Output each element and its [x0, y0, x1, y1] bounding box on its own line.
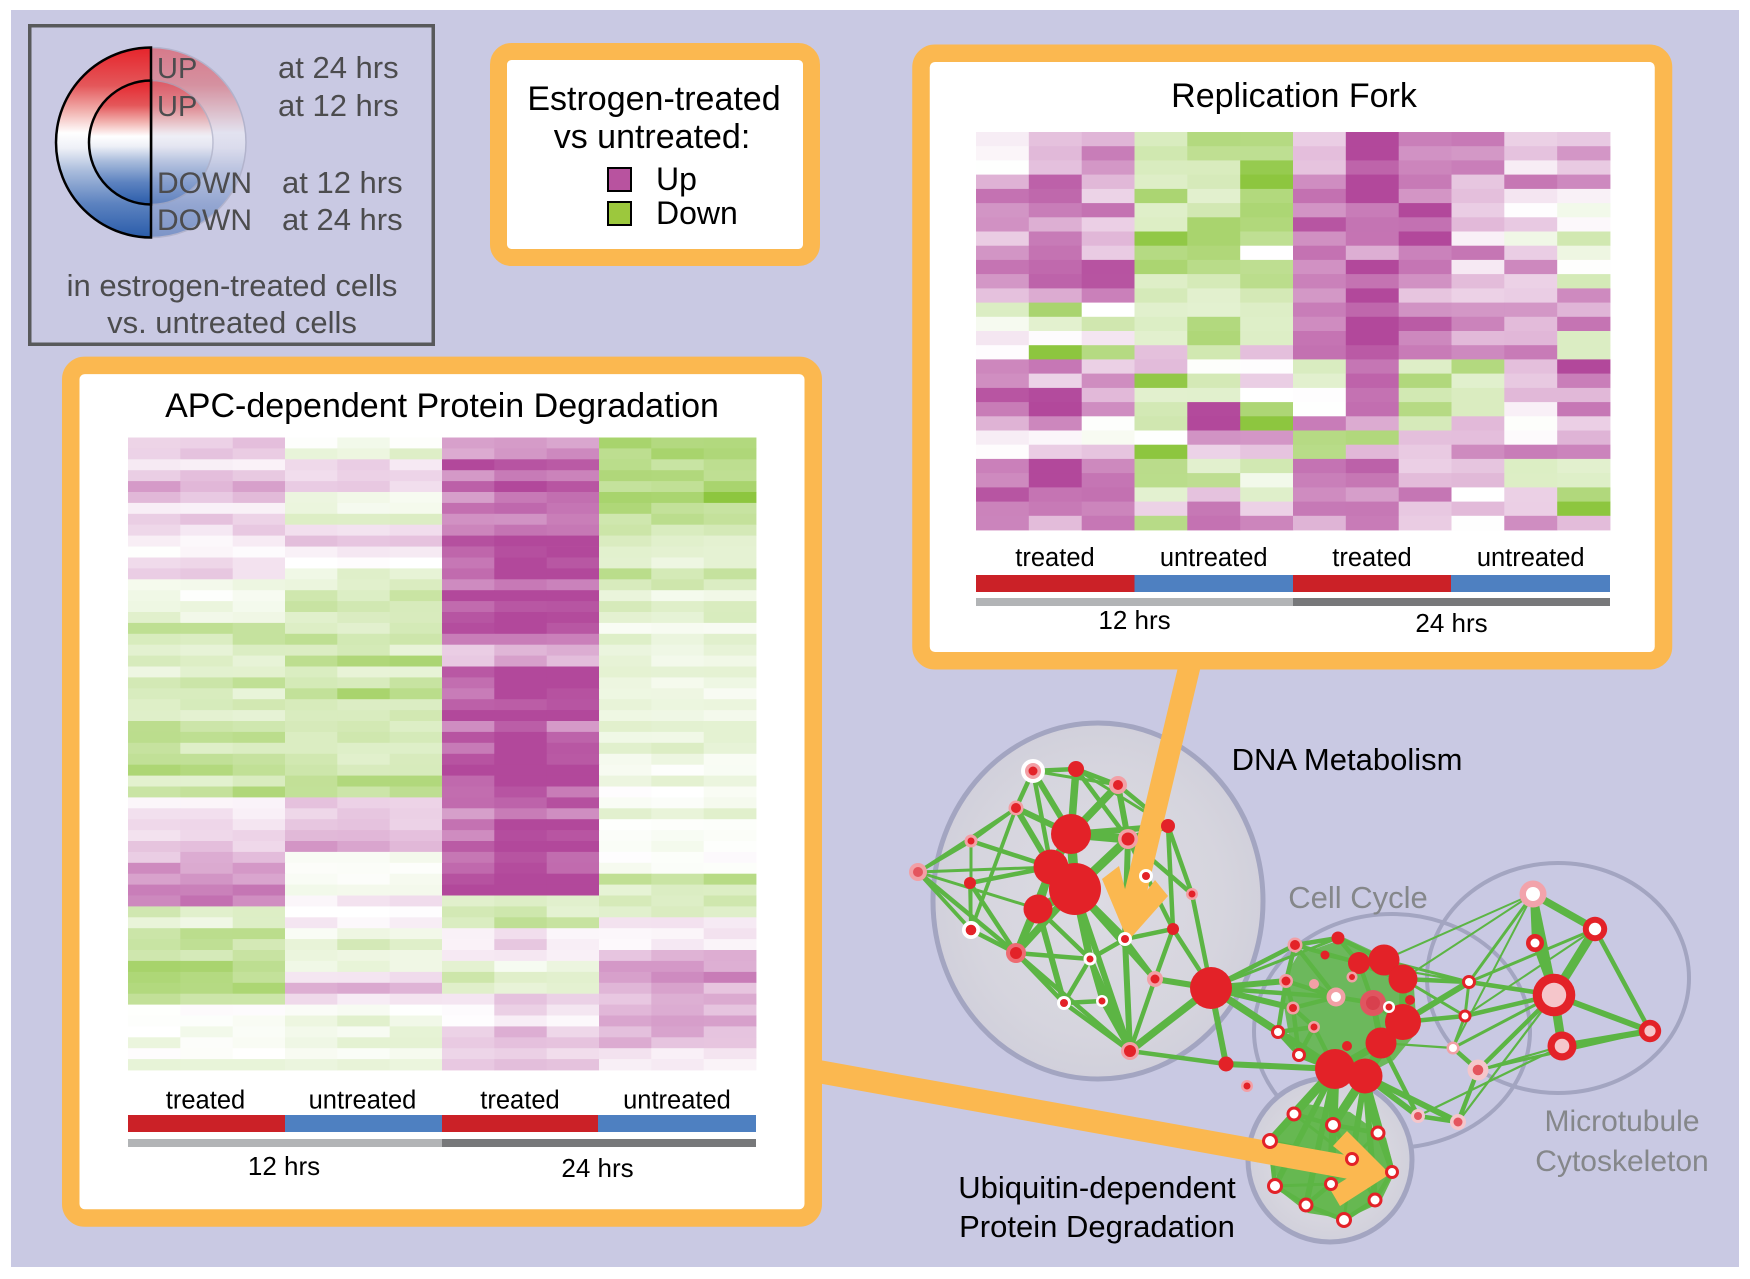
- svg-text:UP: UP: [157, 53, 197, 85]
- svg-text:Cytoskeleton: Cytoskeleton: [1535, 1145, 1708, 1178]
- svg-text:treated: treated: [1015, 544, 1094, 572]
- svg-text:Protein Degradation: Protein Degradation: [959, 1209, 1235, 1244]
- svg-text:Replication Fork: Replication Fork: [1171, 77, 1418, 115]
- svg-text:24 hrs: 24 hrs: [561, 1153, 633, 1183]
- svg-text:vs. untreated cells: vs. untreated cells: [107, 305, 357, 340]
- svg-text:Ubiquitin-dependent: Ubiquitin-dependent: [958, 1170, 1236, 1205]
- svg-text:24 hrs: 24 hrs: [1415, 608, 1487, 638]
- svg-text:DOWN: DOWN: [157, 167, 252, 200]
- svg-text:Cell Cycle: Cell Cycle: [1288, 880, 1428, 915]
- svg-text:treated: treated: [480, 1087, 559, 1115]
- svg-text:12 hrs: 12 hrs: [1098, 605, 1170, 635]
- svg-text:at 24 hrs: at 24 hrs: [282, 202, 403, 237]
- svg-text:at 12 hrs: at 12 hrs: [278, 88, 399, 123]
- svg-text:APC-dependent Protein Degradat: APC-dependent Protein Degradation: [165, 387, 719, 425]
- svg-text:treated: treated: [1332, 544, 1411, 572]
- svg-text:12 hrs: 12 hrs: [248, 1151, 320, 1181]
- svg-text:vs untreated:: vs untreated:: [554, 118, 751, 156]
- svg-text:untreated: untreated: [309, 1087, 417, 1115]
- svg-text:DOWN: DOWN: [157, 204, 252, 237]
- svg-text:Down: Down: [656, 195, 738, 231]
- svg-text:in estrogen-treated cells: in estrogen-treated cells: [67, 268, 398, 303]
- svg-text:treated: treated: [166, 1087, 245, 1115]
- svg-text:UP: UP: [157, 91, 197, 123]
- svg-text:Estrogen-treated: Estrogen-treated: [527, 80, 780, 118]
- svg-text:Microtubule: Microtubule: [1544, 1105, 1699, 1138]
- svg-text:untreated: untreated: [1477, 544, 1585, 572]
- svg-text:untreated: untreated: [623, 1087, 731, 1115]
- svg-text:Up: Up: [656, 161, 697, 197]
- svg-text:DNA Metabolism: DNA Metabolism: [1232, 742, 1463, 777]
- svg-text:untreated: untreated: [1160, 544, 1268, 572]
- svg-text:at 12 hrs: at 12 hrs: [282, 165, 403, 200]
- svg-text:at 24 hrs: at 24 hrs: [278, 50, 399, 85]
